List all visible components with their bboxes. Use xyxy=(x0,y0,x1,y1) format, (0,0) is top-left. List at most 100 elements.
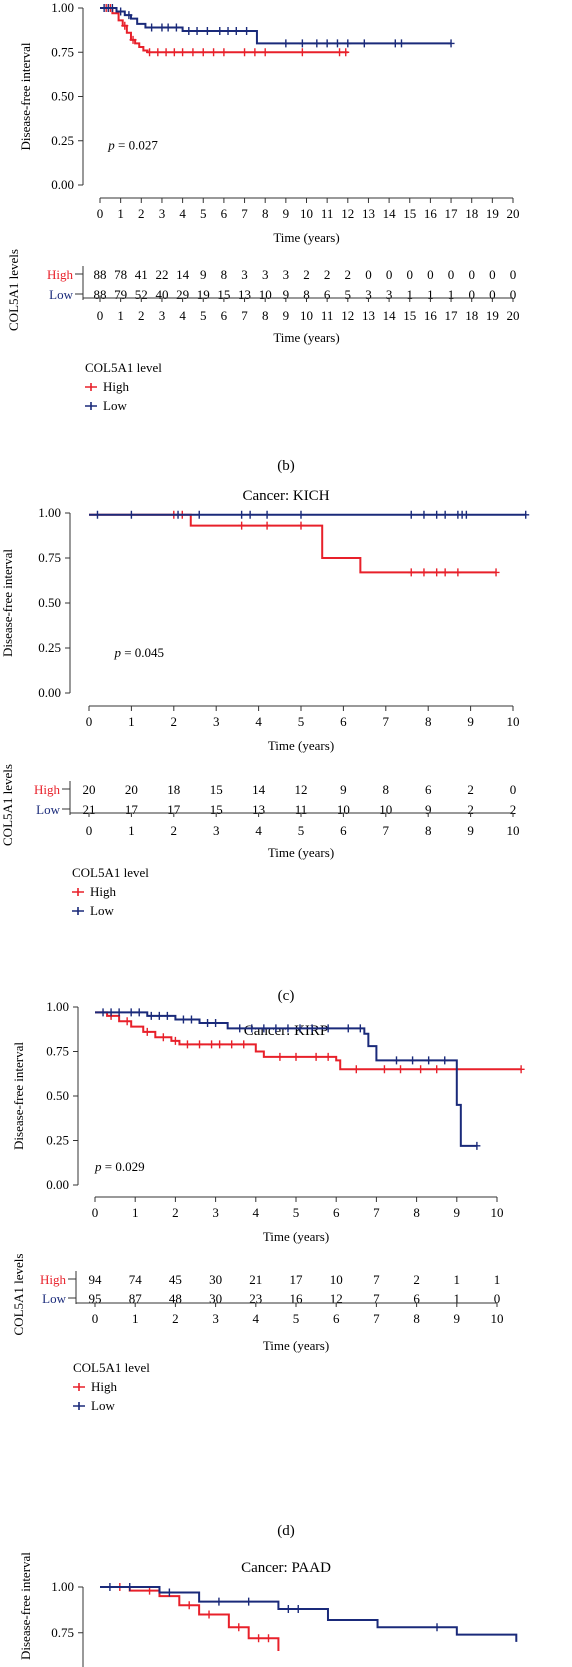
y-axis-title: Disease-free interval xyxy=(11,1042,26,1150)
risk-x-tick-label: 8 xyxy=(413,1311,420,1326)
risk-x-tick-label: 7 xyxy=(383,823,390,838)
x-tick-label: 14 xyxy=(383,206,397,221)
risk-row-label-high: High xyxy=(34,782,61,797)
risk-count: 45 xyxy=(169,1272,182,1287)
y-tick-label: 0.75 xyxy=(46,1044,69,1059)
censor-mark-low xyxy=(282,39,290,48)
censor-mark-low xyxy=(238,510,246,519)
censor-mark-low xyxy=(195,510,203,519)
censor-mark-high xyxy=(297,521,305,530)
risk-x-tick-label: 8 xyxy=(425,823,432,838)
y-tick-label: 0.00 xyxy=(38,685,61,700)
x-tick-label: 3 xyxy=(212,1205,219,1220)
risk-count: 8 xyxy=(221,267,228,282)
risk-x-tick-label: 17 xyxy=(445,308,459,323)
risk-count: 3 xyxy=(262,267,269,282)
risk-count: 30 xyxy=(209,1291,222,1306)
censor-mark-high xyxy=(261,48,269,57)
risk-count: 0 xyxy=(407,267,414,282)
risk-x-tick-label: 11 xyxy=(321,308,334,323)
risk-count: 3 xyxy=(241,267,248,282)
risk-count: 2 xyxy=(413,1272,420,1287)
x-tick-label: 2 xyxy=(172,1205,179,1220)
censor-mark-low xyxy=(296,1024,304,1033)
risk-count: 16 xyxy=(290,1291,304,1306)
risk-count: 87 xyxy=(129,1291,143,1306)
censor-mark-high xyxy=(407,568,415,577)
risk-count: 5 xyxy=(345,287,352,302)
censor-mark-low xyxy=(185,27,193,36)
risk-x-tick-label: 4 xyxy=(253,1311,260,1326)
censor-mark-high xyxy=(240,1040,248,1049)
risk-x-tick-label: 19 xyxy=(486,308,499,323)
risk-x-tick-label: 2 xyxy=(138,308,145,323)
x-tick-label: 9 xyxy=(454,1205,461,1220)
risk-count: 0 xyxy=(510,287,517,302)
censor-mark-high xyxy=(441,568,449,577)
x-tick-label: 3 xyxy=(159,206,166,221)
risk-x-tick-label: 14 xyxy=(383,308,397,323)
panel-d-plot: 0.00 0.25 0.50 0.75 1.00 Disease-free interva… xyxy=(11,999,525,1413)
censor-mark-high xyxy=(205,1610,213,1619)
risk-count: 14 xyxy=(252,782,266,797)
x-tick-label: 5 xyxy=(200,206,207,221)
x-tick-label: 0 xyxy=(97,206,104,221)
y-tick-label: 0.00 xyxy=(46,1177,69,1192)
censor-mark-low xyxy=(284,1604,292,1613)
risk-count: 12 xyxy=(295,782,308,797)
y-tick-label: 0.50 xyxy=(46,1088,69,1103)
censor-mark-low xyxy=(93,510,101,519)
censor-mark-low xyxy=(115,1008,123,1017)
risk-count: 88 xyxy=(94,267,107,282)
risk-x-tick-label: 3 xyxy=(212,1311,219,1326)
risk-x-tick-label: 5 xyxy=(293,1311,300,1326)
legend-marker-high xyxy=(85,383,97,391)
risk-count: 21 xyxy=(249,1272,262,1287)
x-tick-label: 20 xyxy=(507,206,520,221)
censor-mark-low xyxy=(272,1024,280,1033)
risk-count: 9 xyxy=(200,267,207,282)
panel-c-label: (c) xyxy=(278,988,295,1004)
censor-mark-high xyxy=(146,48,154,57)
panel-b-plot: 0.00 0.25 0.50 0.75 1.00 Disease-free interva… xyxy=(6,0,520,413)
risk-count: 2 xyxy=(303,267,310,282)
censor-mark-low xyxy=(409,1056,417,1065)
x-tick-label: 2 xyxy=(138,206,145,221)
legend-label-low: Low xyxy=(90,903,114,918)
risk-count: 1 xyxy=(427,287,434,302)
censor-mark-low xyxy=(216,27,224,36)
panel-b-label: (b) xyxy=(277,458,295,474)
censor-mark-low xyxy=(232,27,240,36)
risk-count: 3 xyxy=(283,267,290,282)
censor-mark-high xyxy=(312,1052,320,1061)
p-value-number: = 0.045 xyxy=(124,645,164,660)
panel-c-plot: 0.00 0.25 0.50 0.75 1.00 Disease-free interva… xyxy=(0,505,530,918)
censor-mark-low xyxy=(522,510,530,519)
legend-marker-low xyxy=(85,402,97,410)
censor-mark-low xyxy=(407,510,415,519)
x-tick-label: 19 xyxy=(486,206,499,221)
x-tick-label: 4 xyxy=(253,1205,260,1220)
risk-count: 7 xyxy=(373,1291,380,1306)
censor-mark-high xyxy=(189,48,197,57)
legend-marker-high xyxy=(73,1383,85,1391)
risk-x-tick-label: 2 xyxy=(171,823,178,838)
risk-count: 20 xyxy=(83,782,96,797)
p-symbol: p xyxy=(94,1159,105,1174)
km-curve-high xyxy=(100,7,348,54)
x-tick-label: 6 xyxy=(333,1205,340,1220)
x-tick-label: 7 xyxy=(241,206,248,221)
x-tick-label: 1 xyxy=(128,714,135,729)
censor-mark-high xyxy=(216,1040,224,1049)
censor-mark-low xyxy=(106,1583,114,1591)
risk-count: 95 xyxy=(89,1291,102,1306)
x-tick-label: 1 xyxy=(117,206,124,221)
censor-mark-low xyxy=(126,1583,134,1591)
censor-mark-high xyxy=(342,48,350,57)
risk-x-tick-label: 10 xyxy=(300,308,313,323)
x-tick-label: 5 xyxy=(298,714,305,729)
censor-mark-low xyxy=(284,1024,292,1033)
risk-x-tick-label: 7 xyxy=(373,1311,380,1326)
censor-mark-high xyxy=(397,1065,405,1074)
y-tick-label: 0.50 xyxy=(38,595,61,610)
